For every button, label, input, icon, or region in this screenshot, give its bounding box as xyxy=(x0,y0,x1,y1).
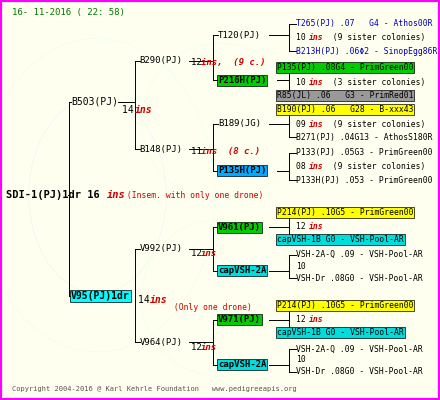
Text: B271(PJ) .04G13 - AthosS180R: B271(PJ) .04G13 - AthosS180R xyxy=(297,133,433,142)
Text: ins  (8 c.): ins (8 c.) xyxy=(202,148,260,156)
Text: (3 sister colonies): (3 sister colonies) xyxy=(323,78,425,87)
Text: P214(PJ) .10G5 - PrimGreen00: P214(PJ) .10G5 - PrimGreen00 xyxy=(277,208,413,217)
Text: ins: ins xyxy=(135,105,152,115)
Text: V95(PJ)1dr: V95(PJ)1dr xyxy=(71,291,130,301)
Text: 16- 11-2016 ( 22: 58): 16- 11-2016 ( 22: 58) xyxy=(12,8,125,17)
Text: 14: 14 xyxy=(122,105,139,115)
Text: (9 sister colonies): (9 sister colonies) xyxy=(323,162,425,171)
Text: ins: ins xyxy=(150,295,168,305)
Text: capVSH-2A: capVSH-2A xyxy=(218,360,266,369)
Text: VSH-Dr .08G0 - VSH-Pool-AR: VSH-Dr .08G0 - VSH-Pool-AR xyxy=(297,367,423,376)
Text: P133(PJ) .05G3 - PrimGreen00: P133(PJ) .05G3 - PrimGreen00 xyxy=(297,148,433,158)
Text: VSH-2A-Q .09 - VSH-Pool-AR: VSH-2A-Q .09 - VSH-Pool-AR xyxy=(297,344,423,354)
Text: V971(PJ): V971(PJ) xyxy=(218,315,261,324)
Text: (9 sister colonies): (9 sister colonies) xyxy=(323,33,425,42)
Text: B213H(PJ) .06Φ2 - SinopEgg86R: B213H(PJ) .06Φ2 - SinopEgg86R xyxy=(297,46,438,56)
Text: ins: ins xyxy=(309,120,324,129)
Text: (Only one drone): (Only one drone) xyxy=(169,303,252,312)
Text: ins,  (9 c.): ins, (9 c.) xyxy=(202,58,266,67)
Text: B190(PJ) .06   G28 - B-xxx43: B190(PJ) .06 G28 - B-xxx43 xyxy=(277,105,413,114)
Text: VSH-Dr .08G0 - VSH-Pool-AR: VSH-Dr .08G0 - VSH-Pool-AR xyxy=(297,274,423,283)
Text: T120(PJ): T120(PJ) xyxy=(218,31,261,40)
Text: ins: ins xyxy=(107,190,126,200)
Text: 12: 12 xyxy=(191,250,207,258)
Text: ins: ins xyxy=(309,78,324,87)
Text: ins: ins xyxy=(309,33,324,42)
Text: B189(JG): B189(JG) xyxy=(218,119,261,128)
Text: 12: 12 xyxy=(297,315,311,324)
Text: 09: 09 xyxy=(297,120,311,129)
Text: P135H(PJ): P135H(PJ) xyxy=(218,166,266,175)
Text: 12: 12 xyxy=(297,222,311,231)
Text: B503(PJ): B503(PJ) xyxy=(71,97,118,107)
Text: capVSH-1B G0 - VSH-Pool-AR: capVSH-1B G0 - VSH-Pool-AR xyxy=(277,235,403,244)
Text: capVSH-1B G0 - VSH-Pool-AR: capVSH-1B G0 - VSH-Pool-AR xyxy=(277,328,403,337)
Text: 10: 10 xyxy=(297,355,306,364)
Text: (Insem. with only one drone): (Insem. with only one drone) xyxy=(122,190,264,200)
Text: V964(PJ): V964(PJ) xyxy=(139,338,183,346)
Text: VSH-2A-Q .09 - VSH-Pool-AR: VSH-2A-Q .09 - VSH-Pool-AR xyxy=(297,250,423,259)
Text: P216H(PJ): P216H(PJ) xyxy=(218,76,266,85)
Text: 10: 10 xyxy=(297,262,306,271)
Text: R85(JL) .06   G3 - PrimRed01: R85(JL) .06 G3 - PrimRed01 xyxy=(277,91,413,100)
Text: 11: 11 xyxy=(191,148,207,156)
Text: Copyright 2004-2016 @ Karl Kehrle Foundation   www.pedigreeapis.org: Copyright 2004-2016 @ Karl Kehrle Founda… xyxy=(12,386,297,392)
Text: V961(PJ): V961(PJ) xyxy=(218,223,261,232)
Text: ins: ins xyxy=(202,342,217,352)
Text: ins: ins xyxy=(309,315,324,324)
Text: B148(PJ): B148(PJ) xyxy=(139,144,183,154)
Text: P135(PJ) .08G4 - PrimGreen00: P135(PJ) .08G4 - PrimGreen00 xyxy=(277,63,413,72)
Text: P214(PJ) .10G5 - PrimGreen00: P214(PJ) .10G5 - PrimGreen00 xyxy=(277,301,413,310)
Text: ins: ins xyxy=(202,250,217,258)
Text: V992(PJ): V992(PJ) xyxy=(139,244,183,254)
Text: 10: 10 xyxy=(297,78,311,87)
Text: ins: ins xyxy=(309,222,324,231)
Text: 14: 14 xyxy=(138,295,155,305)
Text: T265(PJ) .07   G4 - Athos00R: T265(PJ) .07 G4 - Athos00R xyxy=(297,19,433,28)
Text: P133H(PJ) .053 - PrimGreen00: P133H(PJ) .053 - PrimGreen00 xyxy=(297,176,433,185)
Text: ins: ins xyxy=(309,162,324,171)
Text: 12: 12 xyxy=(191,342,207,352)
Text: capVSH-2A: capVSH-2A xyxy=(218,266,266,275)
Text: 12: 12 xyxy=(191,58,207,67)
Text: (9 sister colonies): (9 sister colonies) xyxy=(323,120,425,129)
Text: 10: 10 xyxy=(297,33,311,42)
Text: SDI-1(PJ)1dr 16: SDI-1(PJ)1dr 16 xyxy=(6,190,100,200)
Text: 08: 08 xyxy=(297,162,311,171)
Text: B290(PJ): B290(PJ) xyxy=(139,56,183,65)
